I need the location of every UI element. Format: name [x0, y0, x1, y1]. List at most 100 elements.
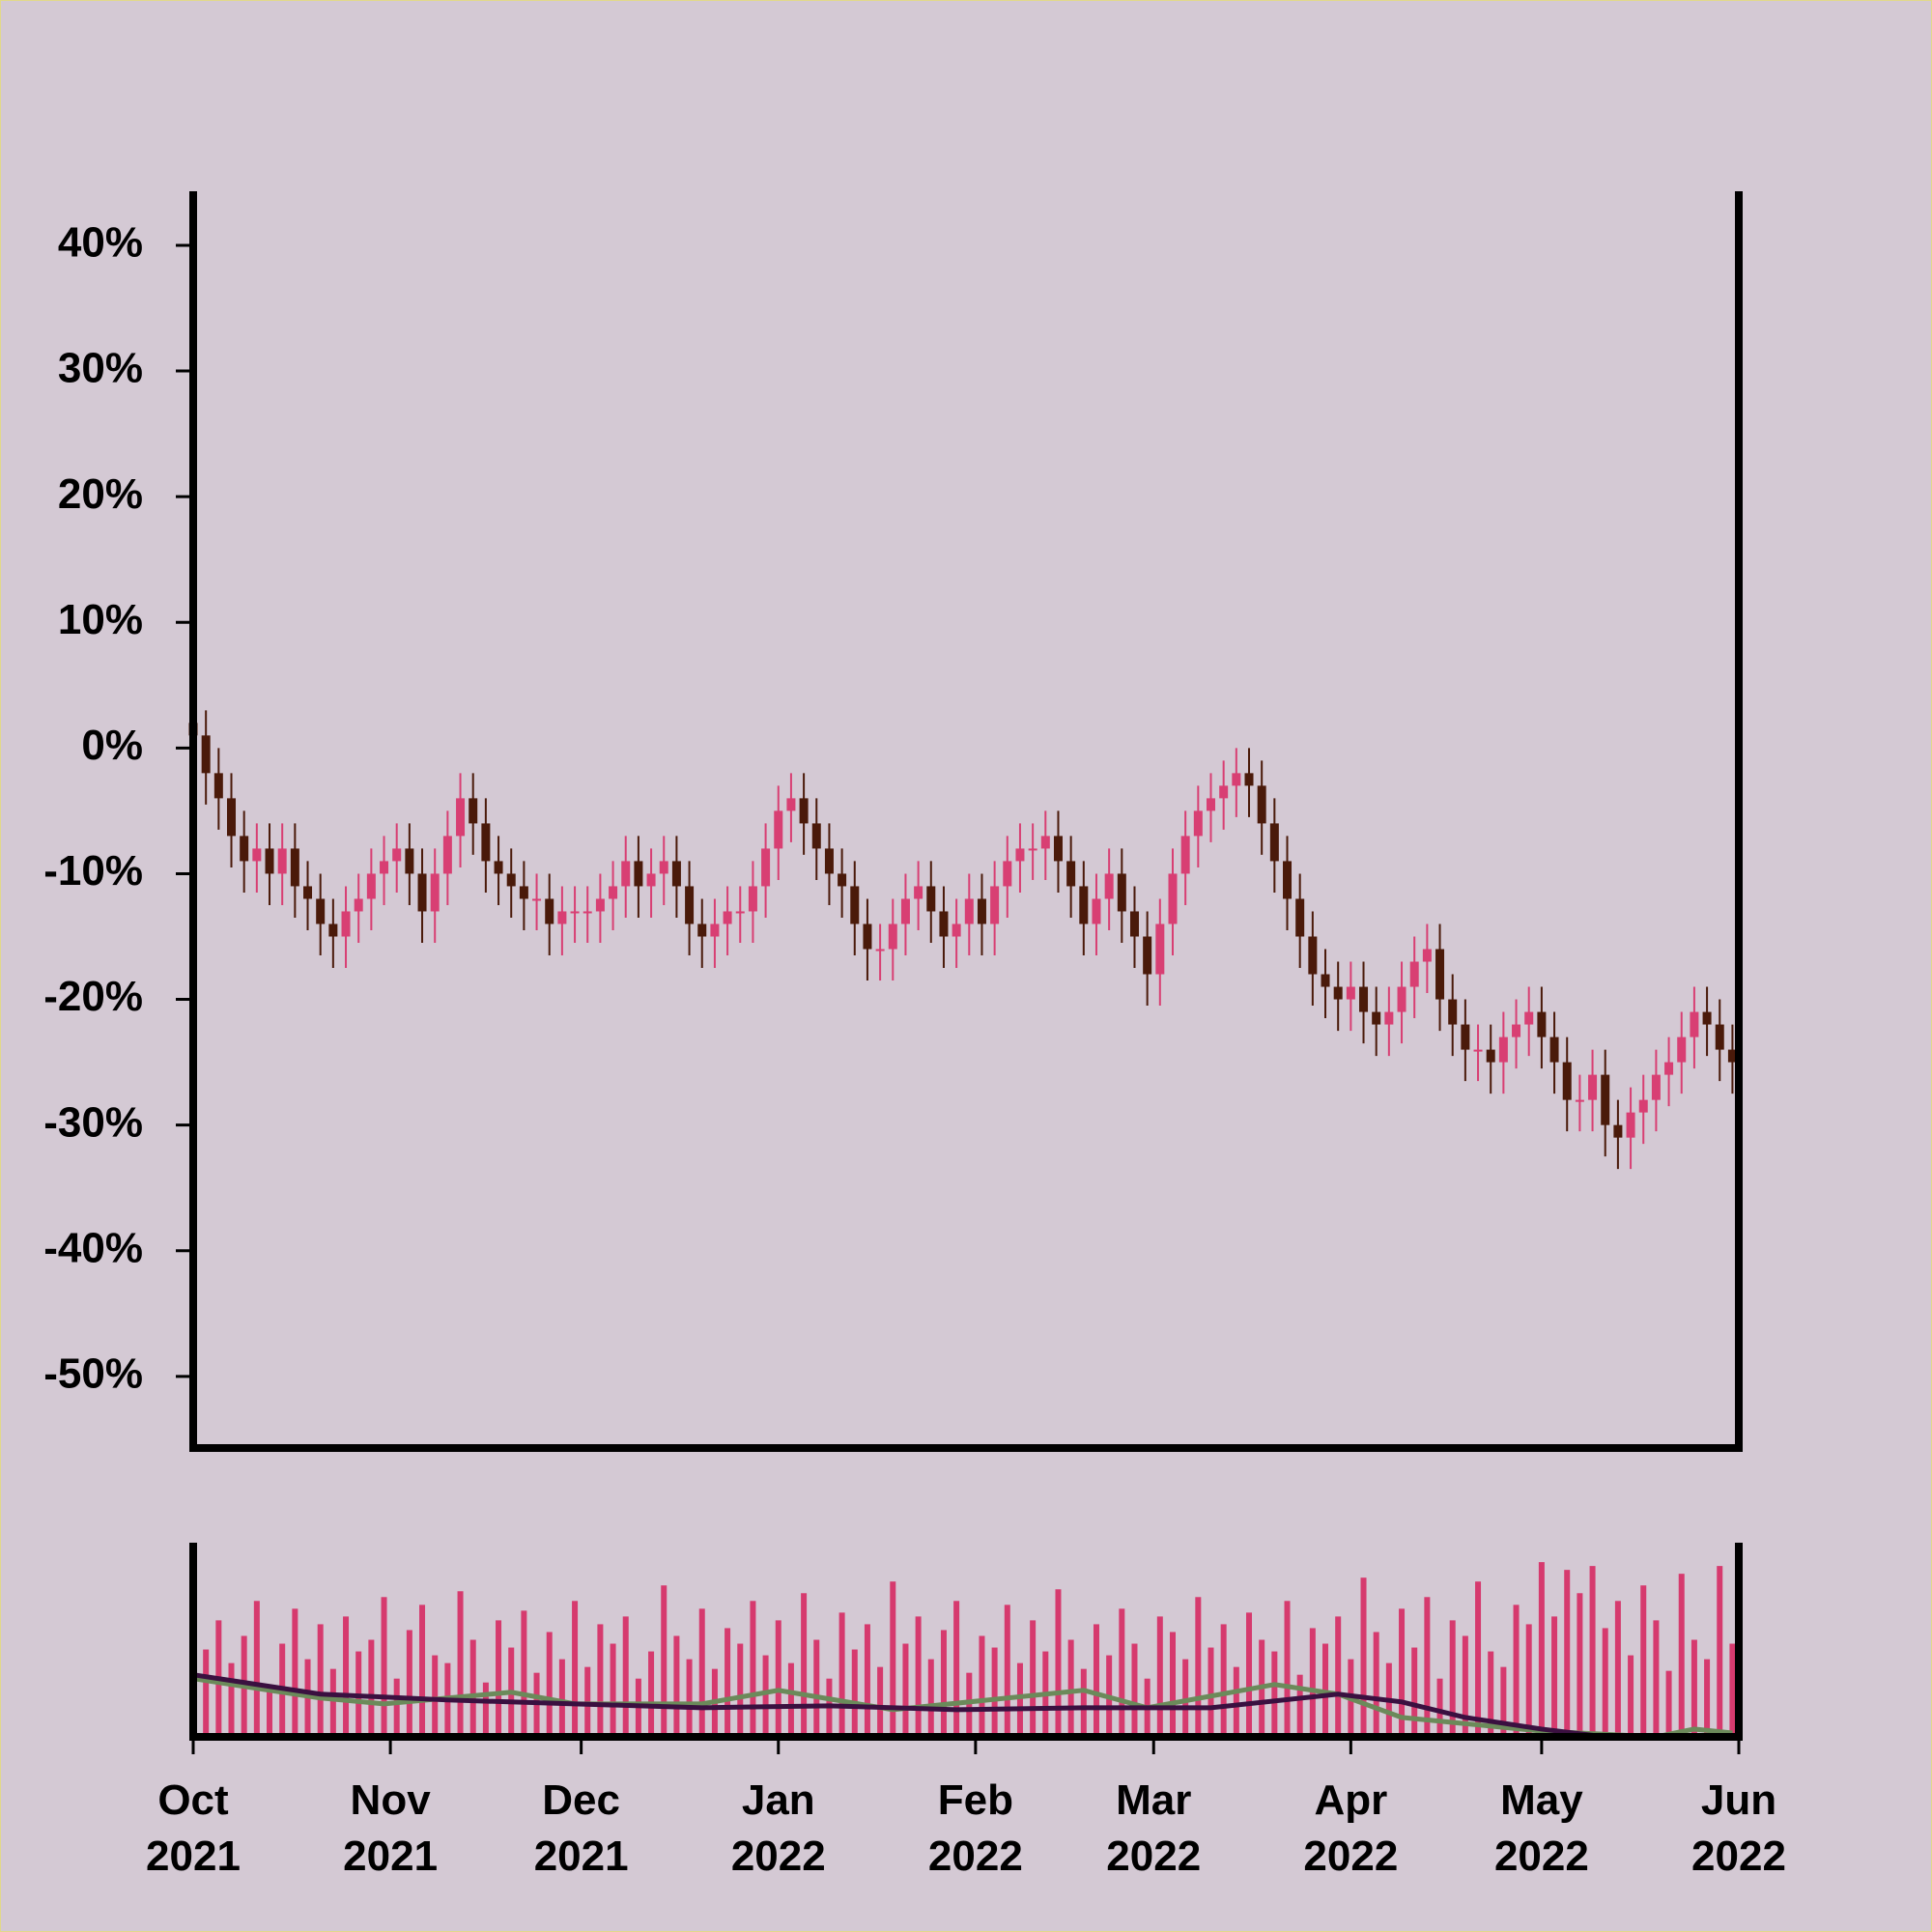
volume-bar — [851, 1649, 858, 1737]
x-tick-label: Oct 2021 — [146, 1776, 241, 1880]
volume-bar — [1717, 1566, 1723, 1737]
x-tick-label-line: 2022 — [1106, 1833, 1201, 1880]
candle-body — [506, 873, 516, 887]
candle-body — [1283, 861, 1293, 899]
candle-body — [671, 861, 681, 887]
x-tick-label-line: 2021 — [534, 1833, 629, 1880]
volume-bar — [762, 1655, 769, 1737]
candle-body — [1079, 886, 1089, 924]
candle-body — [1601, 1074, 1610, 1125]
candle-body — [900, 898, 910, 924]
x-tick-label: Jan 2022 — [731, 1776, 826, 1880]
candle-body — [1155, 923, 1165, 975]
volume-bar — [927, 1659, 934, 1737]
candle-body — [811, 823, 821, 849]
x-tick-label: Feb 2022 — [928, 1776, 1023, 1880]
volume-bar — [1665, 1670, 1672, 1737]
candle-body — [1715, 1024, 1724, 1050]
candle-body — [634, 861, 643, 887]
candle-body — [723, 911, 732, 924]
candle-body — [213, 773, 223, 799]
candle-body — [1104, 873, 1114, 899]
volume-bar — [203, 1649, 210, 1737]
candle-body — [303, 886, 313, 899]
x-tick-label-line: Apr — [1314, 1776, 1387, 1824]
volume-bar — [1690, 1639, 1697, 1737]
candle-body — [990, 886, 1000, 924]
volume-bar — [1208, 1647, 1214, 1737]
y-tick-label: 0% — [81, 722, 143, 769]
candle-body — [977, 898, 986, 924]
candle-body — [240, 836, 249, 862]
candle-body — [1562, 1062, 1572, 1100]
volume-bar — [267, 1688, 273, 1737]
candle-body — [952, 923, 961, 937]
candle-body — [774, 810, 783, 849]
volume-bar — [1373, 1632, 1379, 1737]
x-tick-label-line: 2022 — [928, 1833, 1023, 1880]
candle-body — [1549, 1037, 1559, 1063]
candle-body — [1409, 961, 1419, 987]
candle-body — [1269, 823, 1279, 862]
x-tick-label-line: 2021 — [343, 1833, 438, 1880]
volume-bar — [1296, 1674, 1303, 1737]
volume-bar — [1411, 1647, 1418, 1737]
volume-bar — [1119, 1608, 1125, 1737]
candle-body — [786, 798, 796, 811]
candle-body — [1040, 836, 1050, 849]
volume-bar — [521, 1610, 527, 1737]
candle-body — [456, 798, 466, 837]
candle-body — [1397, 986, 1406, 1012]
volume-bar — [482, 1682, 489, 1737]
volume-bar — [1678, 1574, 1685, 1737]
volume-bar — [546, 1632, 553, 1737]
volume-bar — [253, 1601, 260, 1737]
volume-bar — [698, 1608, 705, 1737]
candle-body — [1473, 1049, 1483, 1052]
candle-body — [609, 886, 618, 899]
volume-bar — [1488, 1651, 1494, 1737]
candle-body — [914, 886, 923, 899]
volume-bar — [432, 1655, 439, 1737]
candle-body — [875, 949, 885, 952]
volume-bar — [1360, 1577, 1367, 1737]
candle-body — [1613, 1124, 1623, 1138]
candle-body — [1092, 898, 1101, 924]
candle-body — [1422, 949, 1432, 962]
volume-bar — [1169, 1632, 1176, 1737]
candle-body — [1435, 949, 1445, 1000]
y-tick-label: -50% — [43, 1350, 143, 1397]
volume-bar — [813, 1639, 820, 1737]
volume-bar — [1220, 1624, 1227, 1737]
volume-bar — [890, 1581, 896, 1737]
volume-bar — [622, 1616, 629, 1737]
candle-body — [1053, 836, 1063, 862]
candle-body — [1372, 1011, 1381, 1025]
candle-body — [1168, 873, 1178, 924]
y-tick-label: 10% — [58, 596, 143, 643]
candle-body — [1257, 785, 1266, 824]
volume-bar — [991, 1647, 998, 1737]
candle-body — [1193, 810, 1203, 837]
candle-body — [1638, 1099, 1648, 1113]
candle-body — [442, 836, 452, 874]
volume-bar — [1538, 1562, 1545, 1737]
candle-body — [710, 923, 720, 937]
x-tick-label: Nov 2021 — [343, 1776, 438, 1880]
volume-bar — [1309, 1628, 1316, 1737]
candle-body — [252, 848, 262, 862]
candle-body — [481, 823, 491, 862]
x-tick-label: May 2022 — [1494, 1776, 1589, 1880]
candle-body — [1066, 861, 1076, 887]
candle-body — [799, 798, 809, 824]
candle-body — [582, 911, 592, 914]
volume-bar — [1564, 1570, 1571, 1737]
candle-body — [557, 911, 567, 924]
candle-body — [1461, 1024, 1470, 1050]
candle-body — [1028, 848, 1037, 851]
volume-bar — [1067, 1639, 1074, 1737]
volume-bar — [558, 1659, 565, 1737]
volume-bar — [1513, 1605, 1520, 1737]
